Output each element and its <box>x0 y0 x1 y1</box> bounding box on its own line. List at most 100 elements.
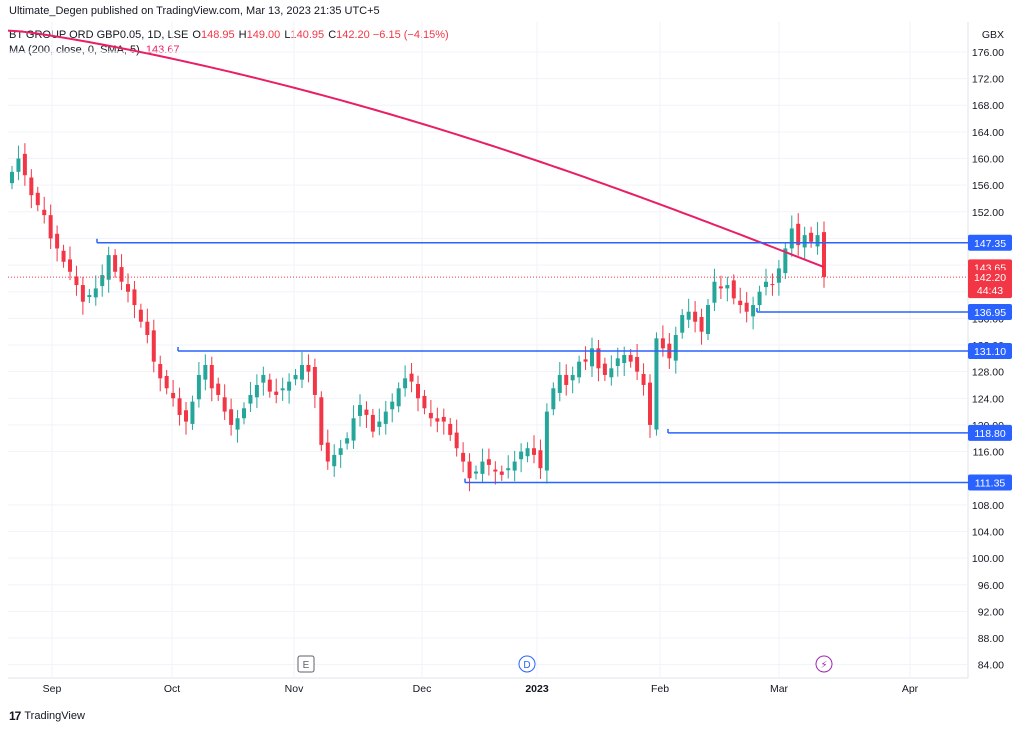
ma-legend: MA (200, close, 0, SMA, 5) 143.67 <box>9 44 180 56</box>
y-tick-label: 152.00 <box>972 207 1004 219</box>
candle-body <box>815 235 820 247</box>
candle-body <box>648 382 652 425</box>
candle-body <box>370 414 375 432</box>
low-value: 140.95 <box>290 29 325 41</box>
candle-body <box>486 459 491 465</box>
level-price-badge <box>968 342 1012 359</box>
candle-body <box>744 302 749 312</box>
candle-body <box>358 404 362 416</box>
candle-body <box>435 418 440 422</box>
candle-body <box>416 383 420 399</box>
candle-body <box>22 153 27 176</box>
symbol-legend: BT GROUP ORD GBP0.05, 1D, LSE O148.95 H1… <box>9 29 449 41</box>
level-price-badge <box>968 304 1012 321</box>
candle-body <box>242 408 246 419</box>
level-price-label: 118.80 <box>974 428 1005 440</box>
low-label: L <box>284 29 291 41</box>
last-price-label: 142.20 <box>974 272 1006 284</box>
level-price-label: 111.35 <box>975 478 1006 490</box>
candle-body <box>151 330 156 362</box>
candle-body <box>177 398 182 415</box>
candle-body <box>287 381 292 391</box>
y-tick-label: 96.00 <box>978 580 1004 592</box>
close-label: C <box>328 29 337 41</box>
candle-body <box>796 223 801 246</box>
candle-body <box>776 268 781 283</box>
y-tick-label: 100.00 <box>972 553 1004 565</box>
earnings-marker-label: E <box>303 660 310 671</box>
candle-body <box>68 259 72 272</box>
candle-body <box>512 461 517 471</box>
candle-body <box>751 305 756 317</box>
candle-body <box>738 300 743 306</box>
candle-body <box>557 374 562 393</box>
x-tick-label: Mar <box>770 683 789 695</box>
symbol-name[interactable]: BT GROUP ORD GBP0.05, 1D, LSE <box>9 29 189 41</box>
ma-label[interactable]: MA (200, close, 0, SMA, 5) <box>9 44 140 56</box>
x-tick-label: Nov <box>285 683 304 695</box>
candle-body <box>306 364 311 372</box>
y-tick-label: 176.00 <box>972 47 1004 59</box>
candle-body <box>312 366 317 395</box>
candle-body <box>171 392 176 399</box>
x-tick-label: Feb <box>651 683 669 695</box>
candle-body <box>48 215 53 239</box>
candle-body <box>802 235 807 248</box>
candle-body <box>55 233 60 249</box>
y-tick-label: 160.00 <box>972 154 1004 166</box>
candle-body <box>319 397 324 445</box>
open-label: O <box>192 29 201 41</box>
currency-label: GBX <box>982 29 1004 41</box>
candle-body <box>609 368 614 378</box>
candle-body <box>525 448 530 457</box>
ma200-line <box>7 29 825 269</box>
candle-body <box>119 267 124 282</box>
y-tick-label: 172.00 <box>972 74 1004 86</box>
candle-body <box>164 375 169 389</box>
candle-body <box>519 451 524 460</box>
candle-body <box>364 409 369 415</box>
tradingview-logo[interactable]: 17 TradingView <box>9 709 85 723</box>
candle-body <box>641 373 646 385</box>
candle-body <box>622 354 627 363</box>
level-price-label: 131.10 <box>974 346 1006 358</box>
candle-body <box>184 410 188 422</box>
candle-body <box>809 232 814 242</box>
candle-body <box>822 232 826 278</box>
y-tick-label: 108.00 <box>972 500 1004 512</box>
candle-body <box>390 401 395 410</box>
candle-body <box>764 281 768 288</box>
candle-body <box>203 364 208 380</box>
candle-body <box>222 397 227 412</box>
candle-body <box>499 471 504 475</box>
candle-body <box>725 285 730 289</box>
y-tick-label: 104.00 <box>972 526 1004 538</box>
y-tick-label: 92.00 <box>978 606 1004 618</box>
candle-body <box>474 471 478 474</box>
candle-body <box>731 280 736 299</box>
bar-countdown-label: 44:43 <box>977 285 1003 297</box>
candle-body <box>789 228 794 249</box>
x-tick-label: Dec <box>413 683 432 695</box>
candle-body <box>454 432 459 449</box>
candle-body <box>602 363 607 375</box>
candle-body <box>216 383 221 395</box>
candle-body <box>196 374 201 400</box>
candle-body <box>628 354 633 362</box>
level-price-badge <box>968 234 1012 251</box>
candle-body <box>274 391 279 395</box>
candle-body <box>235 418 240 430</box>
candle-body <box>61 250 66 262</box>
candle-body <box>158 363 163 379</box>
candle-body <box>325 442 330 462</box>
candle-body <box>673 335 678 361</box>
candle-body <box>615 358 620 366</box>
candle-body <box>577 361 582 378</box>
candle-body <box>42 209 47 216</box>
candle-body <box>506 468 511 471</box>
candle-body <box>441 416 446 422</box>
candle-body <box>718 286 723 289</box>
candle-body <box>190 401 195 424</box>
candle-body <box>29 177 34 196</box>
